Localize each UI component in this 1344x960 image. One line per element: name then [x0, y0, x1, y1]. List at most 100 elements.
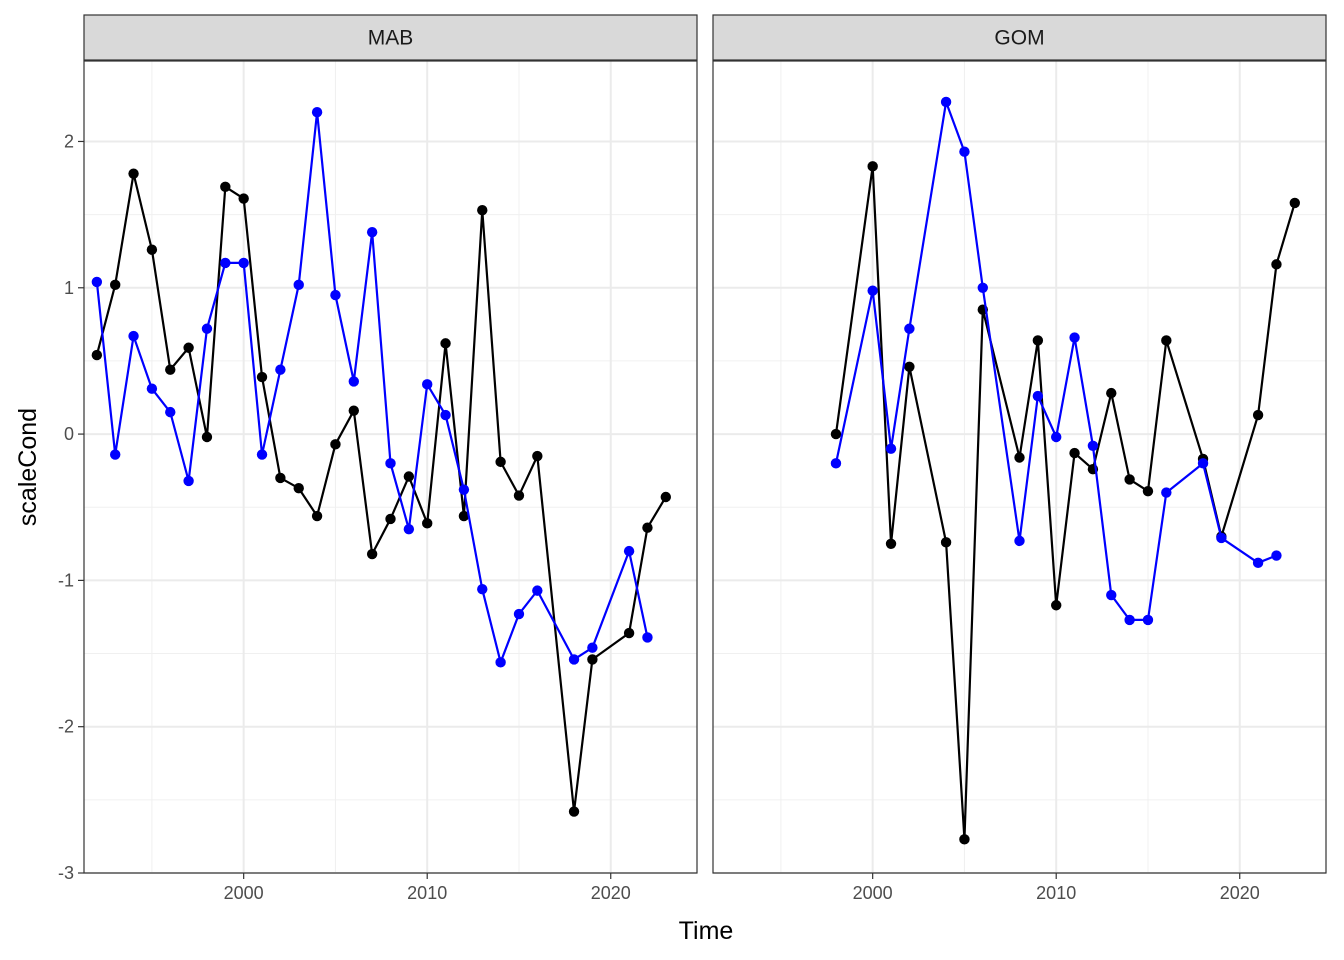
data-point — [904, 361, 915, 372]
data-point — [128, 168, 139, 179]
series-line — [834, 100, 1277, 621]
y-tick-label: 0 — [64, 424, 74, 444]
plot-background — [713, 61, 1326, 873]
data-point — [940, 96, 952, 108]
data-point — [477, 205, 488, 216]
data-point — [110, 449, 121, 460]
data-point — [513, 608, 525, 620]
data-point — [403, 471, 415, 482]
facet-strip-label: MAB — [368, 27, 414, 50]
panel-border — [712, 60, 1327, 874]
data-point — [183, 475, 194, 487]
series-black — [830, 161, 1300, 845]
data-point — [238, 257, 249, 269]
data-point — [568, 654, 580, 665]
data-point — [1032, 390, 1044, 402]
y-axis-title: scaleCond — [14, 408, 42, 526]
data-point — [1014, 452, 1025, 463]
data-point — [1124, 614, 1135, 626]
data-point — [238, 193, 249, 204]
data-point — [867, 285, 878, 296]
data-point — [830, 428, 842, 440]
data-point — [403, 523, 415, 535]
x-tick-label: 2020 — [591, 883, 631, 903]
series-blue — [830, 96, 1282, 626]
data-point — [904, 323, 915, 334]
y-tick-label: -3 — [58, 863, 74, 883]
data-point — [256, 449, 268, 460]
data-point — [220, 181, 231, 193]
data-point — [183, 342, 194, 353]
data-point — [275, 472, 286, 484]
data-point — [623, 545, 635, 557]
data-point — [201, 323, 213, 334]
data-point — [110, 279, 121, 291]
data-point — [1142, 614, 1154, 626]
data-point — [1051, 431, 1062, 443]
data-point — [330, 439, 341, 450]
x-tick-label: 2010 — [407, 883, 447, 903]
data-point — [1106, 387, 1117, 399]
data-point — [293, 279, 304, 291]
data-point — [940, 537, 952, 548]
data-point — [959, 146, 970, 157]
x-tick-label: 2000 — [853, 883, 893, 903]
data-point — [1271, 550, 1282, 561]
y-tick-label: 2 — [64, 131, 74, 151]
data-point — [458, 484, 470, 495]
data-point — [128, 330, 139, 342]
x-tick-label: 2020 — [1220, 883, 1260, 903]
data-point — [348, 405, 359, 416]
y-tick-label: -1 — [58, 570, 74, 590]
facet-strip — [83, 14, 698, 61]
data-point — [165, 364, 176, 375]
data-point — [587, 654, 598, 665]
x-tick-label: 2010 — [1036, 883, 1076, 903]
data-point — [311, 107, 323, 118]
data-point — [366, 226, 378, 238]
data-point — [201, 431, 213, 443]
data-point — [422, 518, 433, 529]
x-axis-title: Time — [679, 917, 734, 945]
data-point — [293, 483, 304, 494]
data-point — [256, 371, 268, 383]
data-point — [532, 585, 543, 596]
data-point — [146, 244, 158, 255]
data-point — [977, 282, 988, 293]
panel-mab: MAB 2000 2010 2020 -3 -2 -1 0 1 2 — [58, 14, 698, 903]
panel-gom: GOM 2000 2010 2020 — [712, 14, 1327, 903]
data-point — [1252, 557, 1264, 569]
data-point — [623, 627, 635, 639]
data-point — [1087, 440, 1099, 451]
data-point — [1069, 447, 1080, 459]
data-point — [330, 289, 341, 301]
data-point — [1142, 485, 1154, 497]
data-point — [385, 513, 396, 525]
data-point — [1069, 332, 1080, 343]
data-point — [642, 522, 653, 533]
data-point — [1216, 532, 1227, 544]
data-point — [495, 657, 506, 668]
data-point — [1289, 197, 1300, 209]
data-point — [568, 806, 580, 817]
data-point — [220, 257, 231, 269]
data-point — [885, 538, 897, 550]
data-point — [1197, 458, 1209, 469]
y-tick-label: -2 — [58, 717, 74, 737]
data-point — [165, 406, 176, 418]
data-point — [660, 491, 671, 503]
panels: MAB 2000 2010 2020 -3 -2 -1 0 1 2 GOM 2000 2010 2020 — [58, 14, 1327, 903]
data-point — [1124, 474, 1135, 485]
data-point — [477, 583, 488, 595]
data-point — [513, 490, 525, 501]
data-point — [867, 161, 878, 172]
series-blue — [91, 107, 653, 668]
data-point — [146, 383, 158, 394]
data-point — [348, 376, 359, 387]
data-point — [458, 510, 470, 522]
panel-border — [83, 60, 698, 874]
data-point — [1032, 335, 1044, 346]
data-point — [642, 632, 653, 643]
data-point — [1271, 259, 1282, 270]
